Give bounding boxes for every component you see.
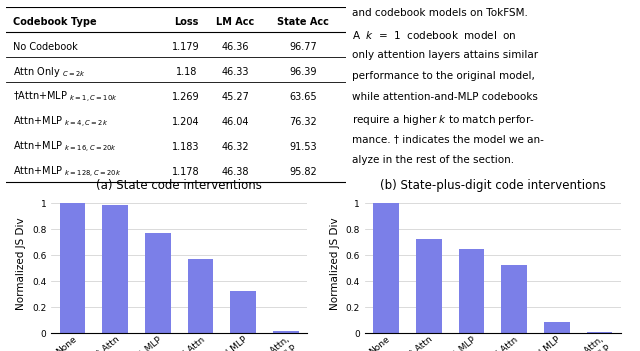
Text: 63.65: 63.65: [289, 92, 317, 102]
Text: 46.36: 46.36: [221, 42, 249, 52]
Text: Attn Only $_{C=2k}$: Attn Only $_{C=2k}$: [13, 65, 85, 79]
Text: 46.38: 46.38: [221, 167, 249, 177]
Text: 45.27: 45.27: [221, 92, 250, 102]
Bar: [230, 291, 256, 333]
Text: 1.183: 1.183: [172, 142, 200, 152]
Bar: [60, 204, 85, 333]
Text: Codebook Type: Codebook Type: [13, 17, 96, 27]
Text: No Codebook: No Codebook: [13, 42, 77, 52]
Text: Attn+MLP $_{k=16, C=20k}$: Attn+MLP $_{k=16, C=20k}$: [13, 139, 116, 154]
Text: 1.269: 1.269: [172, 92, 200, 102]
Bar: [501, 265, 527, 333]
Text: 46.33: 46.33: [221, 67, 249, 77]
Bar: [188, 259, 213, 333]
Title: (b) State-plus-digit code interventions: (b) State-plus-digit code interventions: [380, 179, 605, 192]
Text: 46.32: 46.32: [221, 142, 249, 152]
Text: while attention-and-MLP codebooks: while attention-and-MLP codebooks: [352, 92, 538, 102]
Text: 76.32: 76.32: [289, 117, 317, 127]
Text: Loss: Loss: [174, 17, 198, 27]
Text: †Attn+MLP $_{k=1, C=10k}$: †Attn+MLP $_{k=1, C=10k}$: [13, 90, 117, 105]
Text: performance to the original model,: performance to the original model,: [352, 71, 535, 81]
Text: 95.82: 95.82: [289, 167, 317, 177]
Text: only attention layers attains similar: only attention layers attains similar: [352, 50, 538, 60]
Bar: [587, 332, 612, 333]
Text: 1.18: 1.18: [175, 67, 197, 77]
Text: and codebook models on TokFSM.: and codebook models on TokFSM.: [352, 8, 528, 18]
Text: 1.204: 1.204: [172, 117, 200, 127]
Bar: [102, 205, 128, 333]
Text: State Acc: State Acc: [277, 17, 329, 27]
Text: A  $k$  =  1  codebook  model  on: A $k$ = 1 codebook model on: [352, 29, 516, 41]
Bar: [373, 204, 399, 333]
Text: require a higher $k$ to match perfor-: require a higher $k$ to match perfor-: [352, 113, 535, 127]
Text: 46.04: 46.04: [221, 117, 249, 127]
Text: alyze in the rest of the section.: alyze in the rest of the section.: [352, 155, 514, 165]
Text: 96.77: 96.77: [289, 42, 317, 52]
Bar: [416, 239, 442, 333]
Bar: [544, 322, 570, 333]
Text: Attn+MLP $_{k=4, C=2k}$: Attn+MLP $_{k=4, C=2k}$: [13, 114, 108, 130]
Text: 1.178: 1.178: [172, 167, 200, 177]
Text: 91.53: 91.53: [289, 142, 317, 152]
Text: LM Acc: LM Acc: [216, 17, 255, 27]
Text: 1.179: 1.179: [172, 42, 200, 52]
Text: Attn+MLP $_{k=128, C=20k}$: Attn+MLP $_{k=128, C=20k}$: [13, 165, 121, 180]
Bar: [145, 233, 171, 333]
Bar: [273, 331, 299, 333]
Title: (a) State code interventions: (a) State code interventions: [96, 179, 262, 192]
Y-axis label: Normalized JS Div: Normalized JS Div: [330, 217, 340, 310]
Text: 96.39: 96.39: [289, 67, 317, 77]
Text: mance. † indicates the model we an-: mance. † indicates the model we an-: [352, 134, 544, 144]
Bar: [459, 249, 484, 333]
Y-axis label: Normalized JS Div: Normalized JS Div: [17, 217, 26, 310]
